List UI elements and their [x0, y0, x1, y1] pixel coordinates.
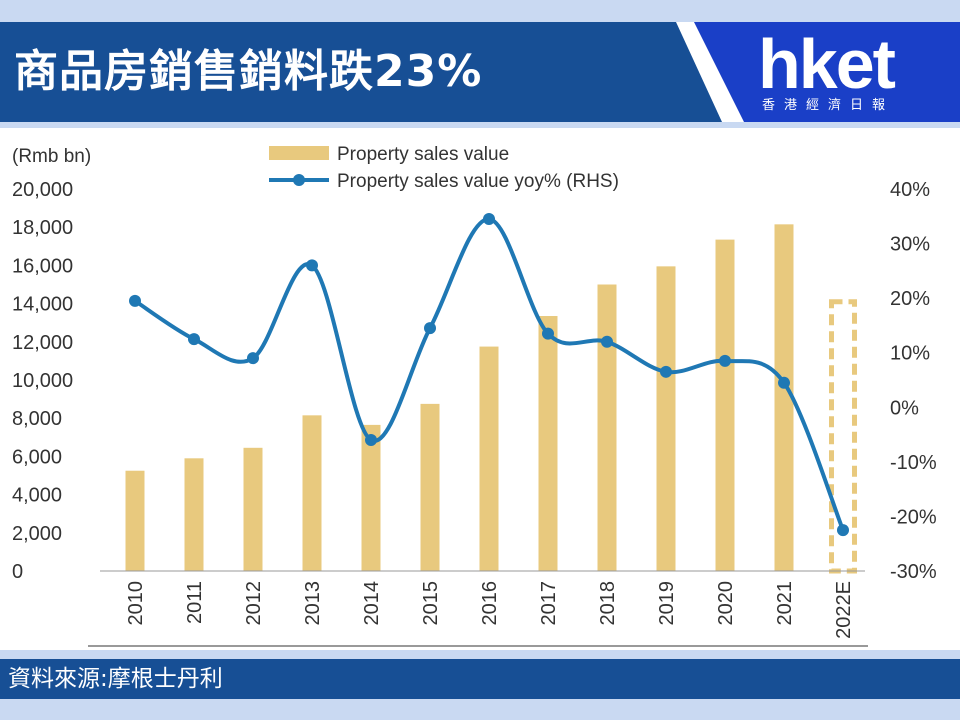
source-label: 資料來源:摩根士丹利 [8, 666, 223, 692]
bar [125, 470, 145, 571]
yoy-point [129, 294, 141, 307]
legend-label: Property sales value yoy% (RHS) [337, 171, 619, 192]
y-tick-label: 6,000 [12, 446, 62, 468]
y2-tick-label: -10% [890, 452, 937, 474]
yoy-point [306, 259, 318, 272]
x-tick-label: 2021 [774, 581, 796, 626]
bar [656, 266, 676, 571]
y-axis-unit-label: (Rmb bn) [12, 146, 91, 167]
x-tick-label: 2015 [420, 581, 442, 626]
x-tick-label: 2017 [538, 581, 560, 626]
bar [774, 224, 794, 571]
bar [479, 346, 499, 571]
y2-tick-label: 40% [890, 179, 930, 201]
y-tick-label: 8,000 [12, 408, 62, 430]
chart: (Rmb bn) 0 2,000 4,000 6,000 8,000 10,000 12,00… [12, 144, 937, 647]
y-tick-label: 10,000 [12, 370, 73, 392]
page-title: 商品房銷售銷料跌23% [14, 46, 483, 97]
y-tick-label: 14,000 [12, 294, 73, 316]
y2-tick-label: -20% [890, 506, 937, 528]
yoy-point [424, 322, 436, 335]
chart-panel: (Rmb bn) 0 2,000 4,000 6,000 8,000 10,000 12,00… [0, 128, 960, 650]
x-tick-label: 2011 [184, 581, 206, 624]
x-tick-label: 2010 [125, 581, 147, 626]
x-tick-label: 2016 [479, 581, 501, 626]
bar [184, 458, 204, 571]
legend-swatch-point [293, 174, 305, 186]
legend-swatch-bar [269, 146, 329, 160]
x-tick-label: 2014 [361, 581, 383, 626]
bar [420, 403, 440, 571]
header-banner [0, 22, 960, 122]
bar [538, 316, 558, 571]
y2-tick-label: 20% [890, 288, 930, 310]
y2-tick-label: 10% [890, 343, 930, 365]
x-tick-label: 2022E [833, 581, 855, 639]
yoy-point [188, 333, 200, 346]
source-bar: 資料來源:摩根士丹利 [0, 659, 960, 699]
hket-logo: hket [758, 25, 896, 103]
x-tick-label: 2018 [597, 581, 619, 626]
yoy-point [778, 376, 790, 389]
yoy-point [660, 365, 672, 378]
x-tick-label: 2012 [243, 581, 265, 626]
y-tick-label: 0 [12, 561, 23, 583]
bar [597, 284, 617, 571]
logo-subtitle: 香港經濟日報 [762, 98, 895, 113]
x-tick-label: 2013 [302, 581, 324, 626]
yoy-point [247, 352, 259, 365]
y2-tick-label: 30% [890, 234, 930, 256]
yoy-point [719, 354, 731, 367]
y-tick-label: 16,000 [12, 255, 73, 277]
y-tick-label: 20,000 [12, 179, 73, 201]
y-tick-label: 4,000 [12, 485, 62, 507]
y-tick-label: 12,000 [12, 332, 73, 354]
legend-label: Property sales value [337, 144, 509, 165]
x-tick-label: 2019 [656, 581, 678, 626]
x-tick-label: 2020 [715, 581, 737, 626]
bar [361, 424, 381, 571]
bar [302, 415, 322, 571]
yoy-point [601, 335, 613, 348]
y-tick-label: 18,000 [12, 217, 73, 239]
yoy-point [542, 327, 554, 340]
title-background [0, 22, 722, 122]
y2-tick-label: 0% [890, 397, 919, 419]
bar [243, 447, 263, 571]
bar-estimate [829, 299, 857, 574]
bar [715, 239, 735, 571]
y2-tick-label: -30% [890, 561, 937, 583]
y-tick-label: 2,000 [12, 523, 62, 545]
yoy-point [837, 524, 849, 537]
logo-background [694, 22, 960, 122]
yoy-point [483, 213, 495, 226]
yoy-point [365, 434, 377, 447]
